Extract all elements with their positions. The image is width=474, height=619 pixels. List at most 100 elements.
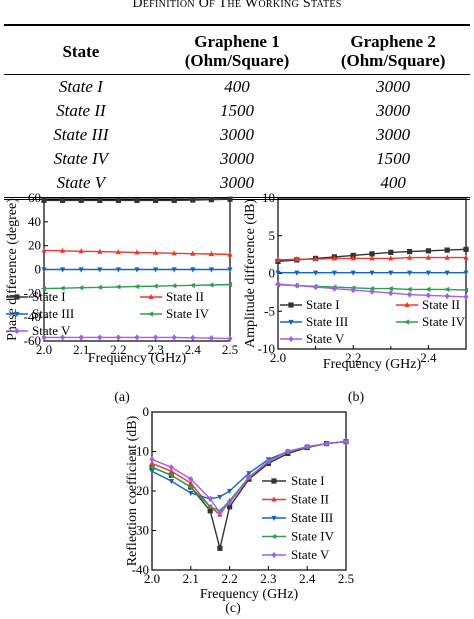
legend: State I State II State III State IV State V [262, 473, 335, 562]
data-point [406, 286, 412, 292]
x-tick-label: 2.4 [299, 571, 316, 586]
series-state-i [41, 196, 233, 203]
data-point [188, 480, 194, 486]
data-point [304, 443, 310, 450]
legend-entry: State I [306, 297, 340, 312]
data-point [41, 197, 47, 203]
data-point [444, 247, 450, 253]
header-graphene-2: Graphene 2 (Ohm/Square) [340, 32, 446, 70]
data-point [153, 267, 159, 273]
x-tick-label: 2.3 [147, 342, 163, 357]
data-point [78, 285, 84, 291]
data-point [425, 248, 431, 254]
y-axis-label: Phase difference (degree) [5, 198, 20, 341]
data-point [190, 267, 196, 273]
data-point [171, 250, 177, 256]
y-tick-label: -60 [24, 333, 41, 348]
data-point [350, 270, 356, 276]
legend-entry: State IV [291, 529, 335, 544]
data-point [288, 319, 294, 326]
legend-entry: State IV [422, 314, 466, 329]
data-point [41, 334, 47, 341]
data-point [189, 282, 195, 288]
y-tick-label: -10 [258, 341, 275, 356]
data-point [207, 495, 213, 502]
row-g1: 3000 [157, 171, 317, 200]
x-tick-label: 2.0 [36, 342, 52, 357]
table-row: State I 400 3000 [4, 75, 470, 100]
data-point [463, 246, 469, 252]
x-tick-label: 2.0 [144, 571, 160, 586]
row-g2: 3000 [376, 77, 411, 96]
data-point [115, 284, 121, 290]
panel-label: (c) [225, 601, 241, 616]
data-point [41, 247, 47, 253]
data-point [387, 286, 393, 292]
row-g2: 3000 [376, 125, 411, 144]
table-caption: Definition of the Working States [132, 0, 342, 11]
data-point [294, 256, 300, 262]
data-point [369, 251, 375, 257]
series-state-v [149, 438, 349, 516]
data-point [288, 302, 294, 308]
data-point [134, 249, 140, 255]
series-state-ii [41, 247, 233, 257]
data-point [404, 301, 410, 308]
legend-entry: State III [32, 306, 74, 321]
data-point [168, 472, 174, 478]
data-point [444, 286, 450, 292]
x-tick-label: 2.3 [260, 571, 276, 586]
y-tick-label: -5 [264, 303, 275, 318]
data-point [462, 287, 469, 293]
data-point [115, 334, 121, 341]
data-point [115, 249, 121, 255]
data-point [217, 545, 223, 551]
data-point [425, 286, 431, 292]
y-axis-label: Amplitude difference (dB) [243, 199, 258, 348]
header-state: State [62, 41, 100, 61]
x-tick-label: 2.4 [185, 342, 202, 357]
row-g1: 1500 [219, 101, 254, 120]
data-point [78, 248, 84, 254]
data-point [407, 291, 413, 298]
row-g2: 3000 [376, 101, 411, 120]
legend-entry: State II [291, 492, 329, 507]
data-point [60, 247, 66, 253]
legend-entry: State I [32, 289, 66, 304]
data-point [463, 254, 469, 260]
data-point [227, 499, 233, 506]
data-point [444, 254, 450, 260]
data-point [207, 504, 213, 510]
data-point [187, 484, 193, 490]
y-tick-label: 10 [262, 190, 275, 205]
y-tick-label: -10 [132, 444, 149, 459]
row-g2: 400 [316, 171, 470, 200]
x-axis-label: Frequency (GHz) [323, 357, 422, 372]
data-point [153, 334, 159, 341]
data-point [343, 438, 349, 445]
y-tick-label: -30 [132, 523, 149, 538]
data-point [168, 468, 174, 474]
data-point [285, 448, 291, 455]
series-state-v [275, 280, 469, 301]
legend-entry: State I [291, 473, 325, 488]
data-point [271, 496, 277, 502]
data-point [246, 474, 252, 481]
row-state: State IV [53, 149, 109, 168]
legend-entry: State V [291, 547, 330, 562]
data-point [388, 255, 394, 261]
legend: State I State II State III State IV State V [6, 289, 210, 338]
data-point [14, 327, 20, 335]
data-point [60, 267, 66, 273]
x-tick-label: 2.2 [221, 571, 237, 586]
data-point [190, 250, 196, 256]
data-point [271, 551, 277, 559]
data-point [265, 458, 271, 465]
table-header-row: State Graphene 1 (Ohm/Square) Graphene 2… [4, 25, 470, 75]
data-point [97, 267, 103, 273]
data-point [153, 249, 159, 255]
data-point [313, 270, 319, 276]
y-tick-label: 60 [28, 190, 41, 205]
data-point [207, 508, 213, 514]
